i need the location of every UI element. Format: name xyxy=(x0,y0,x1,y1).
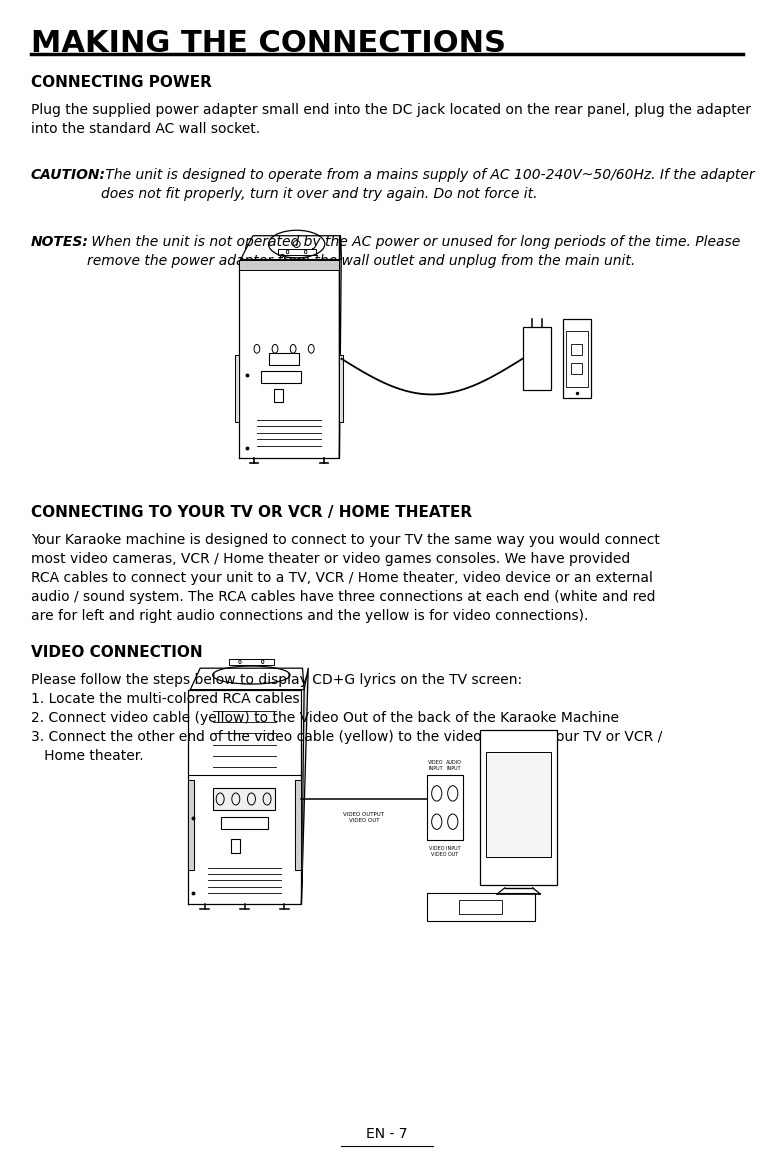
Bar xyxy=(426,894,535,921)
Bar xyxy=(228,658,274,665)
Bar xyxy=(522,327,551,391)
Polygon shape xyxy=(301,669,308,904)
Bar xyxy=(486,752,551,857)
Polygon shape xyxy=(238,259,339,457)
Text: VIDEO OUTPUT
VIDEO OUT: VIDEO OUTPUT VIDEO OUT xyxy=(344,812,385,823)
Bar xyxy=(278,249,316,256)
Bar xyxy=(269,352,299,365)
Bar xyxy=(563,319,591,398)
Polygon shape xyxy=(190,669,304,690)
Text: VIDEO INPUT
VIDEO OUT: VIDEO INPUT VIDEO OUT xyxy=(429,846,461,857)
Text: Please follow the steps below to display CD+G lyrics on the TV screen:
1. Locate: Please follow the steps below to display… xyxy=(31,673,663,763)
Bar xyxy=(480,731,557,885)
Bar xyxy=(274,390,283,403)
Polygon shape xyxy=(187,780,194,869)
Text: MAKING THE CONNECTIONS: MAKING THE CONNECTIONS xyxy=(31,29,506,58)
Bar xyxy=(571,363,583,373)
Text: AUDIO
INPUT: AUDIO INPUT xyxy=(446,761,462,771)
Polygon shape xyxy=(187,690,301,904)
Text: EN - 7: EN - 7 xyxy=(366,1127,408,1141)
Bar xyxy=(571,343,583,355)
Text: CONNECTING POWER: CONNECTING POWER xyxy=(31,75,212,90)
Bar xyxy=(231,839,240,853)
Bar xyxy=(221,817,269,829)
Polygon shape xyxy=(295,780,301,869)
Bar xyxy=(213,788,276,810)
Text: VIDEO
INPUT: VIDEO INPUT xyxy=(428,761,444,771)
Bar xyxy=(261,371,301,383)
Polygon shape xyxy=(235,355,238,422)
Bar xyxy=(426,775,463,840)
Polygon shape xyxy=(339,236,341,457)
Text: CAUTION:: CAUTION: xyxy=(31,168,106,182)
Text: VIDEO CONNECTION: VIDEO CONNECTION xyxy=(31,645,203,661)
Text: When the unit is not operated by the AC power or unused for long periods of the : When the unit is not operated by the AC … xyxy=(87,235,741,267)
Bar xyxy=(459,900,502,914)
Polygon shape xyxy=(241,236,341,259)
Text: Plug the supplied power adapter small end into the DC jack located on the rear p: Plug the supplied power adapter small en… xyxy=(31,103,751,135)
Text: The unit is designed to operate from a mains supply of AC 100-240V~50/60Hz. If t: The unit is designed to operate from a m… xyxy=(101,168,754,201)
Bar xyxy=(566,331,587,386)
Text: NOTES:: NOTES: xyxy=(31,235,89,249)
Text: CONNECTING TO YOUR TV OR VCR / HOME THEATER: CONNECTING TO YOUR TV OR VCR / HOME THEA… xyxy=(31,505,472,520)
Bar xyxy=(238,259,339,271)
Polygon shape xyxy=(339,355,344,422)
Text: Your Karaoke machine is designed to connect to your TV the same way you would co: Your Karaoke machine is designed to conn… xyxy=(31,533,659,623)
